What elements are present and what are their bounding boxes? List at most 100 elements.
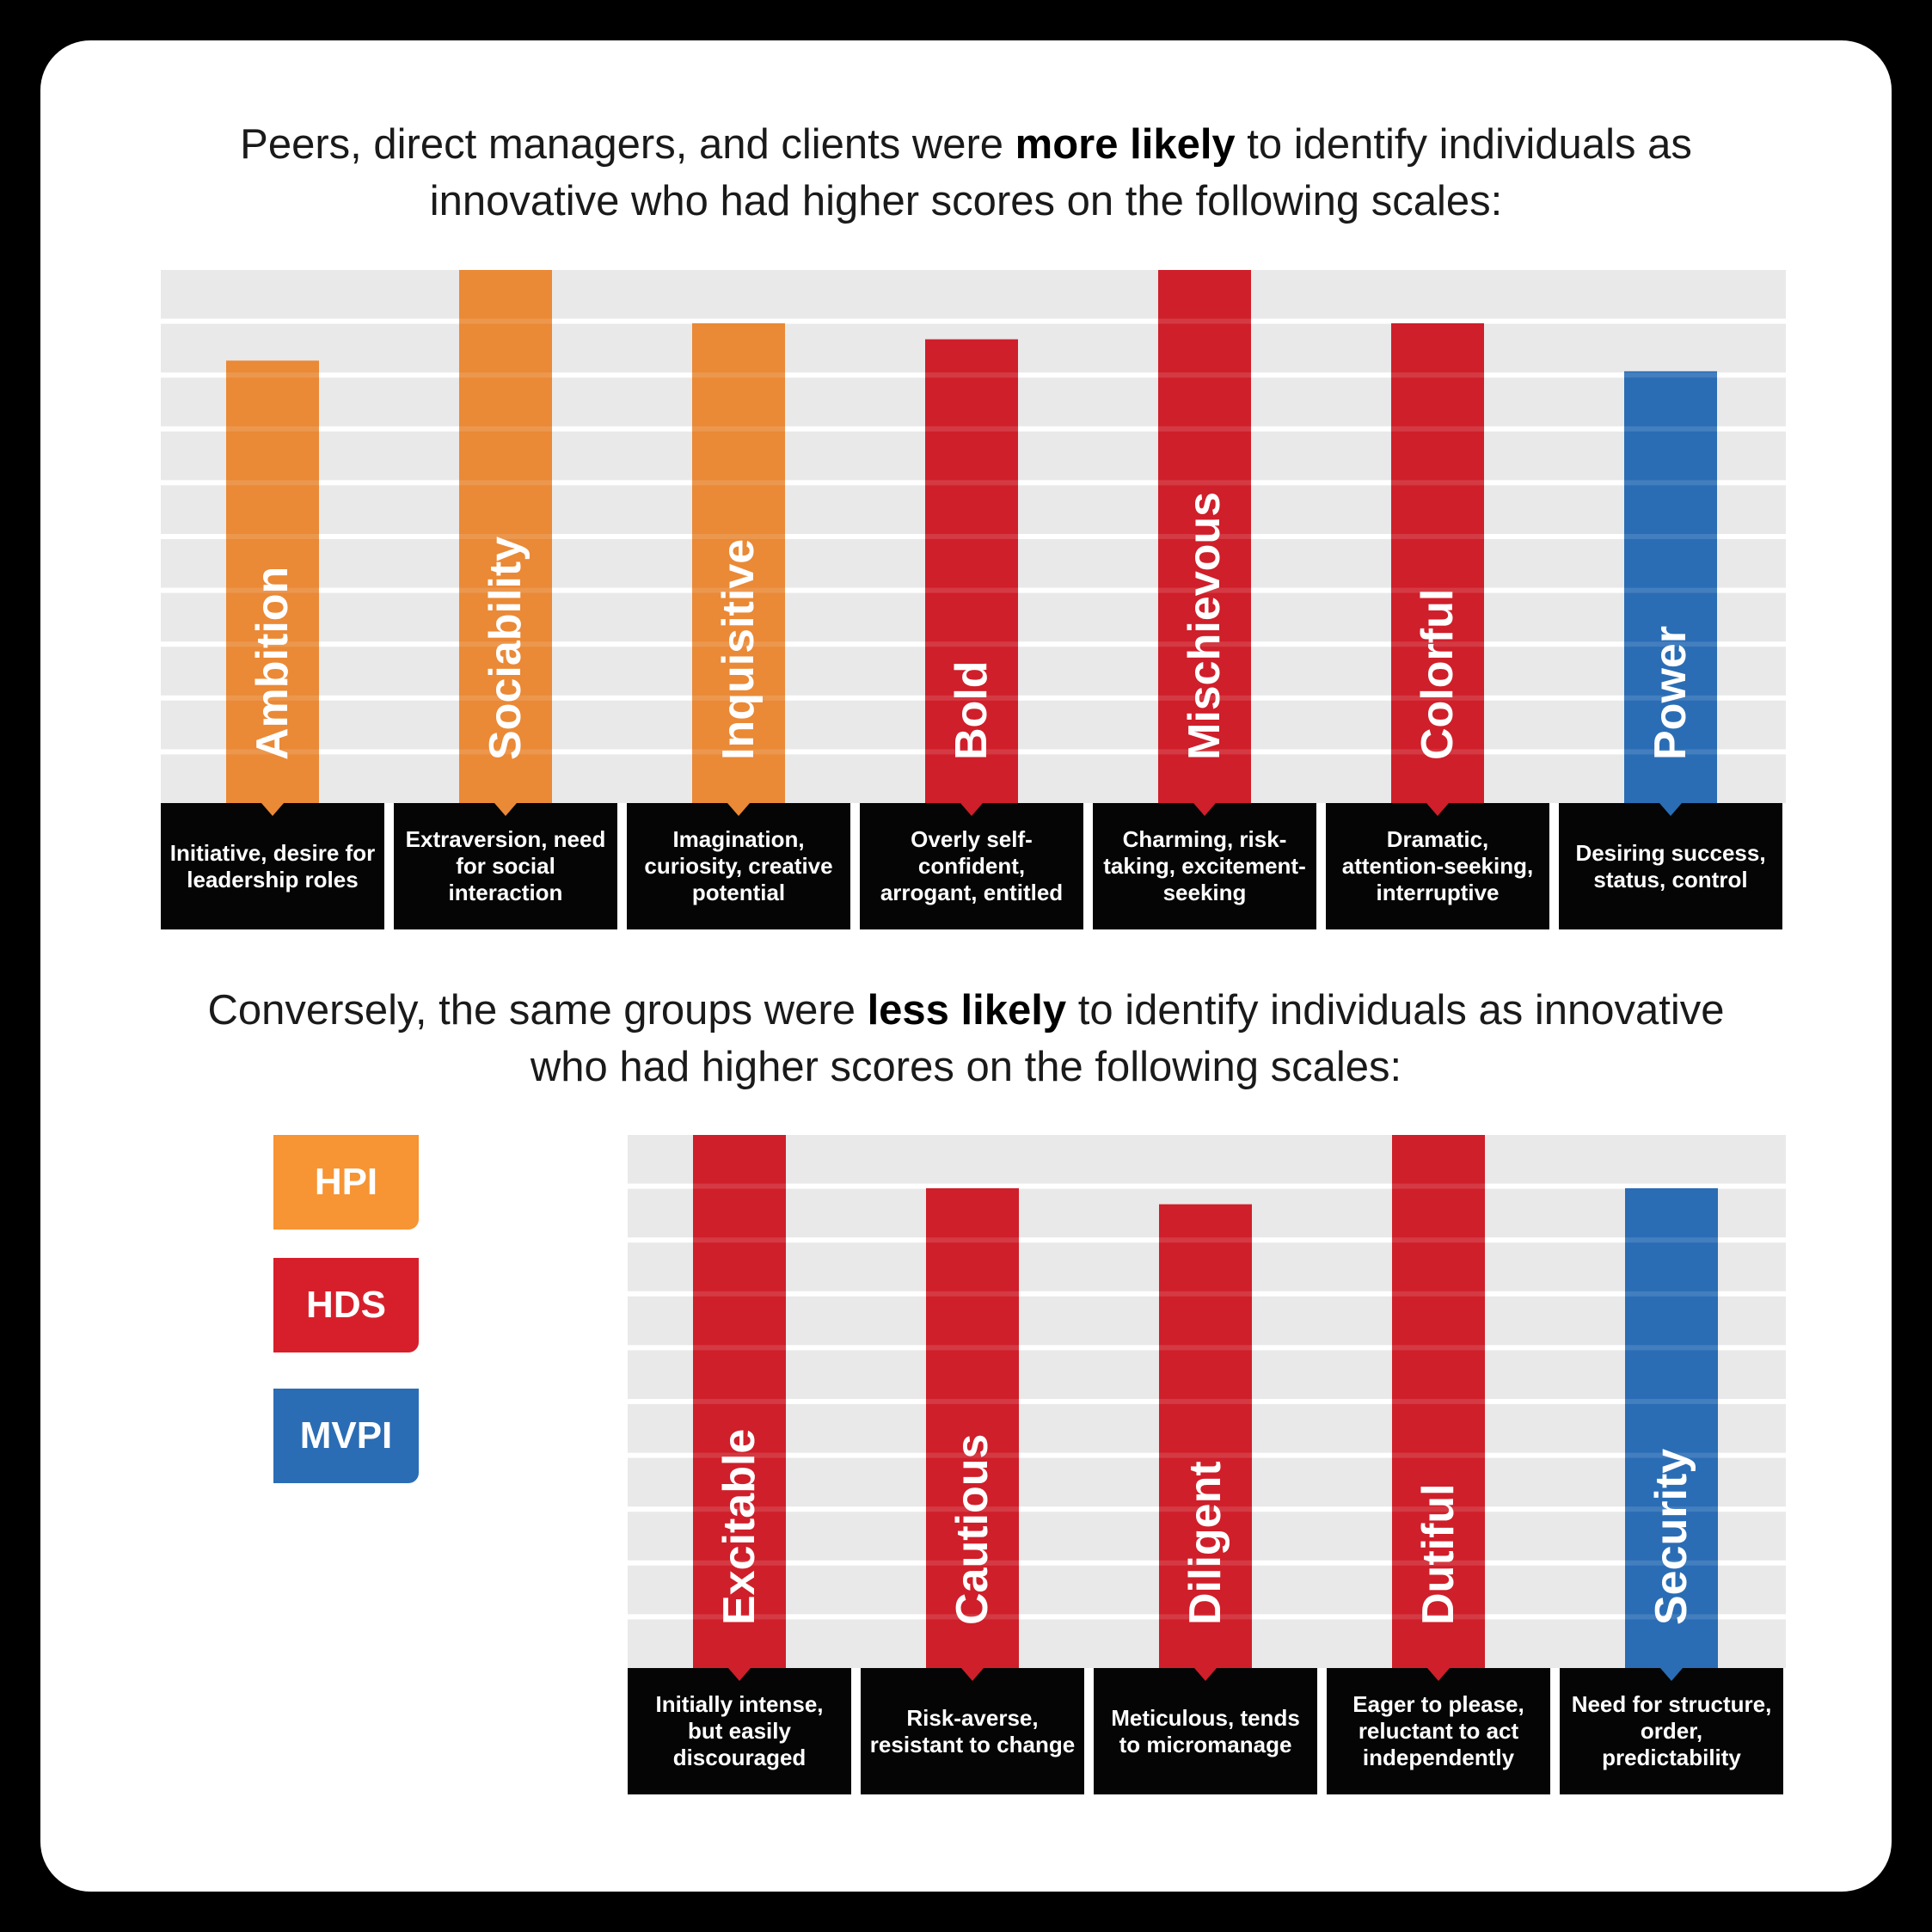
description-box-excitable: Initially intense, but easily discourage… — [628, 1668, 851, 1794]
bar-gridline — [1624, 480, 1717, 486]
bar-gridline — [692, 480, 785, 486]
bar-gridline — [693, 1291, 786, 1297]
bar-gridline — [1625, 1614, 1718, 1620]
bar-gridline — [1158, 318, 1251, 324]
bar-gridline — [459, 426, 552, 432]
description-box-mischievous: Charming, risk-taking, excitement-seekin… — [1093, 803, 1316, 929]
chart-less-likely-plot: Excitable Cautious Diligent Dutiful Security — [628, 1135, 1786, 1668]
bar-gridline — [226, 587, 319, 593]
bar-gridline — [1159, 1399, 1252, 1404]
description-text: Overly self-confident, arrogant, entitle… — [880, 826, 1064, 905]
bar-gridline — [1159, 1237, 1252, 1243]
chart-more-likely: Ambition Sociability Inquisitive Bold Mischi… — [161, 270, 1786, 804]
bar-gridline — [693, 1237, 786, 1243]
bar-gridline — [693, 1452, 786, 1458]
bar-gridline — [926, 1614, 1019, 1620]
bar-security — [1625, 1188, 1718, 1668]
grid-band — [161, 270, 1786, 319]
bar-gridline — [1159, 1291, 1252, 1297]
bar-cautious — [926, 1188, 1019, 1668]
description-box-security: Need for structure, order, predictabilit… — [1560, 1668, 1783, 1794]
top-heading-text-end: to identify individuals as innovative wh… — [429, 121, 1692, 224]
bar-power — [1624, 371, 1717, 803]
description-box-power: Desiring success, status, control — [1559, 803, 1782, 929]
bar-gridline — [1392, 1345, 1485, 1351]
bar-gridline — [1625, 1237, 1718, 1243]
bar-gridline — [1158, 695, 1251, 701]
bar-dutiful — [1392, 1135, 1485, 1668]
bar-gridline — [692, 426, 785, 432]
bar-gridline — [926, 1560, 1019, 1566]
bar-gridline — [1391, 749, 1484, 755]
bar-gridline — [459, 641, 552, 647]
description-box-sociability: Extraversion, need for social interactio… — [394, 803, 617, 929]
descriptions-more-likely: Initiative, desire for leadership roles E… — [161, 803, 1786, 932]
description-text: Extraversion, need for social interactio… — [405, 826, 606, 905]
bar-sociability — [459, 270, 552, 803]
chart-more-likely-plot: Ambition Sociability Inquisitive Bold Mischi… — [161, 270, 1786, 804]
bar-gridline — [459, 695, 552, 701]
bar-gridline — [925, 749, 1018, 755]
bar-gridline — [1159, 1452, 1252, 1458]
bottom-heading: Conversely, the same groups were less li… — [40, 982, 1892, 1095]
bar-gridline — [1391, 695, 1484, 701]
bar-label-security: Security — [1647, 1449, 1696, 1625]
bar-label-bold: Bold — [947, 660, 997, 760]
description-pointer — [727, 803, 750, 816]
bar-gridline — [226, 480, 319, 486]
description-text: Eager to please, reluctant to act indepe… — [1352, 1691, 1524, 1770]
bar-label-sociability: Sociability — [481, 537, 531, 760]
bar-gridline — [1391, 641, 1484, 647]
bar-gridline — [1624, 426, 1717, 432]
bar-gridline — [1159, 1560, 1252, 1566]
bar-label-excitable: Excitable — [715, 1429, 764, 1625]
bar-gridline — [1158, 480, 1251, 486]
bar-label-inquisitive: Inquisitive — [714, 539, 764, 760]
bar-gridline — [459, 480, 552, 486]
bar-gridline — [226, 372, 319, 378]
description-box-bold: Overly self-confident, arrogant, entitle… — [860, 803, 1083, 929]
description-box-dutiful: Eager to please, reluctant to act indepe… — [1327, 1668, 1550, 1794]
bar-gridline — [1625, 1560, 1718, 1566]
description-pointer — [1194, 1668, 1217, 1681]
description-text: Desiring success, status, control — [1575, 839, 1766, 892]
bottom-heading-text-end: to identify individuals as innovative wh… — [530, 987, 1725, 1090]
description-pointer — [961, 1668, 984, 1681]
bar-gridline — [925, 534, 1018, 539]
description-pointer — [494, 803, 517, 816]
bar-gridline — [226, 534, 319, 539]
description-pointer — [1427, 1668, 1450, 1681]
legend-mvpi: MVPI — [273, 1389, 419, 1483]
bar-gridline — [1392, 1399, 1485, 1404]
bar-gridline — [693, 1345, 786, 1351]
bar-colorful — [1391, 323, 1484, 803]
bar-gridline — [1392, 1183, 1485, 1189]
bar-label-ambition: Ambition — [248, 567, 297, 760]
bar-gridline — [1159, 1614, 1252, 1620]
description-box-diligent: Meticulous, tends to micromanage — [1094, 1668, 1317, 1794]
bar-gridline — [1159, 1345, 1252, 1351]
bar-gridline — [692, 749, 785, 755]
bar-gridline — [1392, 1452, 1485, 1458]
bar-gridline — [1158, 641, 1251, 647]
bar-gridline — [1392, 1614, 1485, 1620]
description-text: Meticulous, tends to micromanage — [1111, 1704, 1300, 1757]
description-text: Risk-averse, resistant to change — [869, 1704, 1076, 1757]
description-pointer — [960, 803, 983, 816]
bar-label-dutiful: Dutiful — [1414, 1483, 1463, 1625]
description-box-inquisitive: Imagination, curiosity, creative potenti… — [627, 803, 850, 929]
bar-gridline — [692, 372, 785, 378]
bar-gridline — [1158, 534, 1251, 539]
bar-gridline — [925, 587, 1018, 593]
description-pointer — [261, 803, 284, 816]
grid-band — [628, 1135, 1786, 1184]
bar-gridline — [459, 318, 552, 324]
bar-gridline — [693, 1506, 786, 1512]
bar-gridline — [1624, 695, 1717, 701]
bar-gridline — [926, 1291, 1019, 1297]
bottom-heading-text: Conversely, the same groups were — [207, 987, 868, 1033]
description-text: Initially intense, but easily discourage… — [655, 1691, 824, 1770]
bar-bold — [925, 339, 1018, 804]
description-text: Imagination, curiosity, creative potenti… — [644, 826, 833, 905]
bar-label-diligent: Diligent — [1181, 1461, 1230, 1625]
